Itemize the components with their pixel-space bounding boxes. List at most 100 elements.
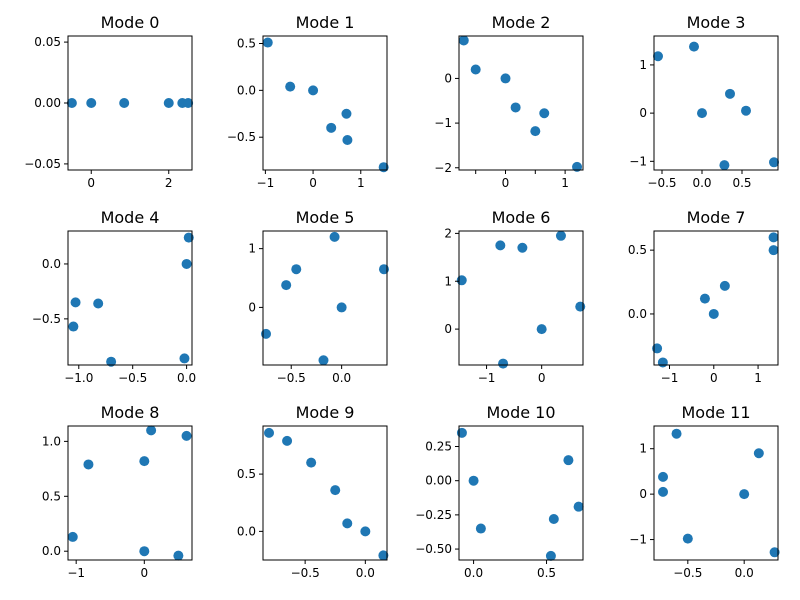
x-tick-label: 0.0 <box>332 371 351 385</box>
x-tick-label: −1 <box>257 176 275 190</box>
y-tick-label: 0 <box>444 322 452 336</box>
y-tick-label: 1 <box>639 58 647 72</box>
data-point <box>548 513 559 524</box>
subplot-3: Mode 3 −0.5 0.0 0.5 −1 0 1 <box>629 13 779 190</box>
data-point <box>741 105 751 116</box>
data-point <box>573 501 584 512</box>
x-tick-label: 0 <box>87 176 95 190</box>
data-point <box>753 448 764 459</box>
subplot-7: Mode 7 −1 0 1 0.0 0.5 <box>628 208 779 385</box>
y-tick-label: 1 <box>639 442 647 456</box>
data-point <box>769 547 780 558</box>
axes-frame <box>458 230 584 366</box>
data-point <box>682 533 693 544</box>
data-point <box>768 232 779 243</box>
data-point <box>689 41 699 52</box>
data-point <box>468 475 479 486</box>
y-tick-label: 0.5 <box>237 36 256 50</box>
data-point <box>768 245 779 256</box>
subplot-10: Mode 10 0.0 0.5 −0.50 −0.25 0.00 0.25 <box>415 403 584 580</box>
data-point <box>530 126 541 137</box>
x-tick-label: 1 <box>357 176 365 190</box>
data-point <box>475 523 486 534</box>
data-point <box>378 264 389 275</box>
data-point <box>261 328 272 339</box>
y-tick-label: 1.0 <box>42 434 61 448</box>
y-tick-label: −0.5 <box>32 312 61 326</box>
x-tick-label: 0.0 <box>692 176 711 190</box>
subplot-title: Mode 1 <box>296 13 355 32</box>
data-point <box>539 108 550 119</box>
x-tick-label: 0.5 <box>537 566 556 580</box>
subplot-0: Mode 0 0 2 −0.05 0.00 0.05 <box>24 13 194 190</box>
data-point <box>183 232 194 243</box>
axes-frame <box>67 425 193 561</box>
y-tick-label: 2 <box>444 226 452 240</box>
data-point <box>719 160 730 171</box>
data-point <box>330 485 341 496</box>
axes-frame <box>653 230 779 366</box>
subplot-6: Mode 6 −1 0 0 1 2 <box>444 208 586 385</box>
data-point <box>498 358 509 369</box>
data-point <box>671 428 682 439</box>
data-point <box>181 430 192 441</box>
y-tick-label: 0.0 <box>42 257 61 271</box>
y-tick-label: 0.0 <box>237 524 256 538</box>
y-tick-label: 0 <box>444 71 452 85</box>
y-tick-label: −0.25 <box>415 508 452 522</box>
data-point <box>68 321 79 332</box>
subplot-title: Mode 11 <box>681 403 750 422</box>
data-point <box>281 280 292 291</box>
x-tick-label: −1.0 <box>64 371 93 385</box>
x-tick-label: −1 <box>67 566 85 580</box>
data-point <box>282 435 293 446</box>
data-point <box>181 258 192 269</box>
data-point <box>658 471 669 482</box>
axes-frame <box>458 35 584 171</box>
x-tick-label: 1 <box>561 176 569 190</box>
y-tick-label: 0.5 <box>237 467 256 481</box>
subplot-5: Mode 5 −0.5 0.0 0 1 <box>248 208 389 385</box>
subplot-title: Mode 6 <box>492 208 551 227</box>
data-point <box>83 459 94 470</box>
data-point <box>657 357 668 368</box>
subplot-9: Mode 9 −0.5 0.0 0.0 0.5 <box>237 403 389 580</box>
y-tick-label: 0 <box>248 300 256 314</box>
data-point <box>456 427 467 438</box>
data-point <box>326 122 337 133</box>
data-point <box>86 98 97 108</box>
axes-frame <box>67 230 193 366</box>
x-tick-label: 0.0 <box>464 566 483 580</box>
data-point <box>173 550 184 561</box>
data-point <box>119 98 130 108</box>
subplot-title: Mode 5 <box>296 208 355 227</box>
subplot-title: Mode 2 <box>492 13 551 32</box>
data-point <box>306 457 317 468</box>
y-tick-label: 0 <box>639 106 647 120</box>
axes-frame <box>458 425 584 561</box>
data-point <box>262 37 273 48</box>
axes-frame <box>262 230 388 366</box>
x-tick-label: 0.0 <box>177 371 196 385</box>
data-point <box>93 298 104 309</box>
data-point <box>183 98 194 108</box>
data-point <box>697 108 707 119</box>
data-point <box>456 275 467 286</box>
x-tick-label: −0.5 <box>118 371 147 385</box>
data-point <box>360 526 371 537</box>
subplot-4: Mode 4 −1.0 −0.5 0.0 −0.5 0.0 <box>32 208 196 385</box>
subplot-title: Mode 7 <box>687 208 746 227</box>
data-point <box>500 73 511 84</box>
data-point <box>555 230 566 241</box>
x-tick-label: −0.5 <box>291 566 320 580</box>
x-tick-label: −0.5 <box>277 371 306 385</box>
x-tick-label: 0.0 <box>356 566 375 580</box>
y-tick-label: 0.05 <box>34 35 61 49</box>
y-tick-label: 0 <box>639 487 647 501</box>
x-tick-label: 0 <box>710 371 718 385</box>
data-point <box>658 486 669 497</box>
subplot-8: Mode 8 −1 0 0.0 0.5 1.0 <box>42 403 193 580</box>
subplot-1: Mode 1 −1 0 1 −0.5 0.0 0.5 <box>227 13 389 190</box>
data-point <box>264 427 275 438</box>
